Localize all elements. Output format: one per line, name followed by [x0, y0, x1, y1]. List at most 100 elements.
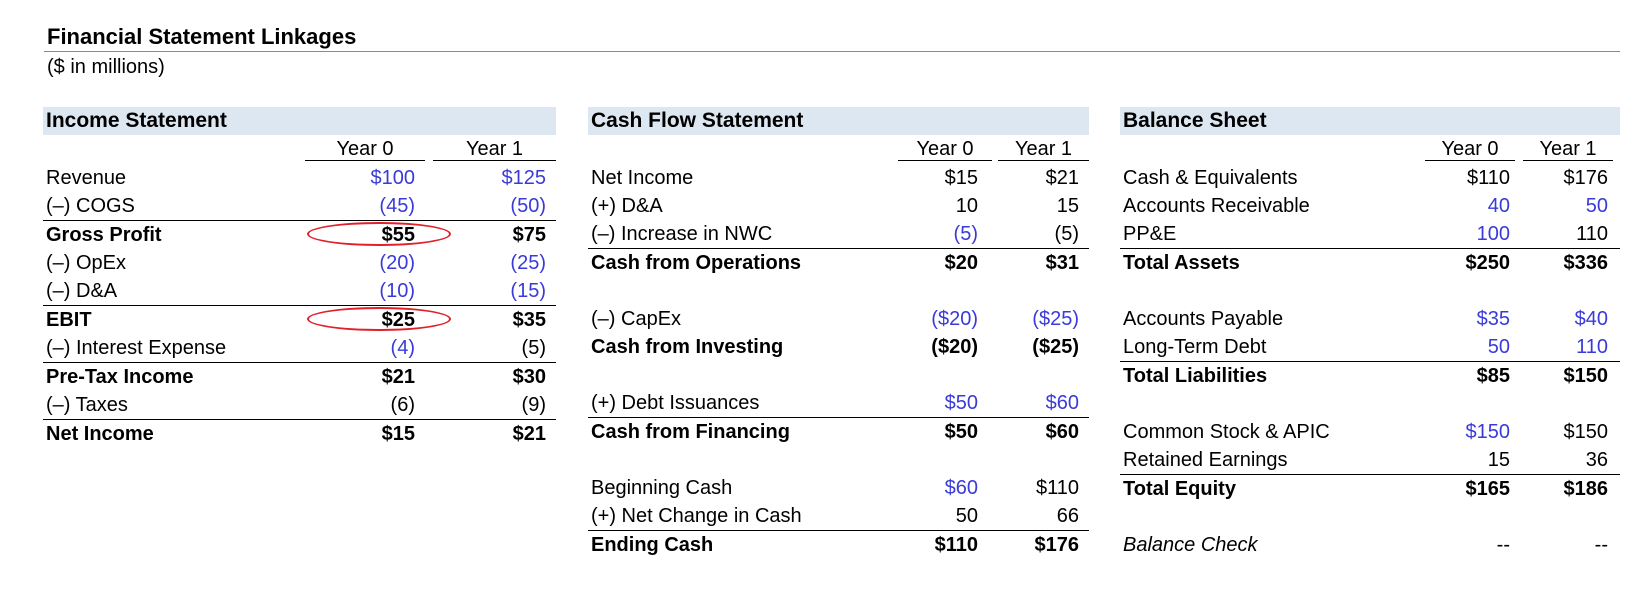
table-row: (–) D&A (10) (15)	[43, 277, 556, 305]
year1-value: $75	[512, 224, 546, 246]
year0-value: $85	[1476, 365, 1510, 387]
year0-value: (10)	[379, 280, 415, 302]
row-label: Retained Earnings	[1123, 449, 1288, 471]
balance-sheet-rows: Cash & Equivalents $110 $176 Accounts Recei…	[1120, 164, 1620, 559]
row-label: Total Equity	[1123, 478, 1236, 500]
row-label: Common Stock & APIC	[1123, 421, 1330, 443]
row-label: EBIT	[46, 309, 92, 331]
highlight-ellipse	[307, 222, 451, 246]
year0-value: 10	[955, 195, 978, 217]
table-row: Cash & Equivalents $110 $176	[1120, 164, 1620, 192]
year1-value: (15)	[510, 280, 546, 302]
row-label: Cash from Investing	[591, 336, 784, 358]
table-row: Total Assets $250 $336	[1120, 248, 1620, 277]
page-title: Financial Statement Linkages	[47, 24, 357, 49]
highlight-ellipse	[307, 307, 451, 331]
income-statement-rows: Revenue $100 $125 (–) COGS (45) (50) Gross Pro…	[43, 164, 556, 448]
year1-value: $176	[1563, 167, 1609, 189]
year0-value: (45)	[379, 195, 415, 217]
year0-value: 50	[955, 505, 978, 527]
balance-sheet-header: Balance Sheet	[1120, 107, 1620, 135]
year1-value: --	[1594, 534, 1608, 556]
income-statement-section: Income Statement Year 0 Year 1 Revenue $1…	[43, 107, 556, 448]
table-row: Balance Check -- --	[1120, 531, 1620, 559]
row-label: Revenue	[46, 167, 127, 189]
spacer-row	[588, 446, 1089, 474]
year1-value: $60	[1045, 421, 1079, 443]
table-row: Beginning Cash $60 $110	[588, 474, 1089, 502]
year0-value: $20	[944, 252, 978, 274]
row-label: Cash from Financing	[591, 421, 790, 443]
table-row: (–) CapEx ($20) ($25)	[588, 305, 1089, 333]
table-row: Pre-Tax Income $21 $30	[43, 362, 556, 391]
title-divider	[44, 51, 1620, 52]
year1-value: $30	[512, 366, 546, 388]
year1-value: 15	[1056, 195, 1079, 217]
table-row: Net Income $15 $21	[43, 419, 556, 448]
year1-value: $35	[512, 309, 546, 331]
income-statement-header: Income Statement	[43, 107, 556, 135]
year1-value: $60	[1045, 392, 1079, 414]
table-row: (–) OpEx (20) (25)	[43, 249, 556, 277]
row-label: Long-Term Debt	[1123, 336, 1267, 358]
year0-value: $250	[1465, 252, 1511, 274]
table-row: Accounts Receivable 40 50	[1120, 192, 1620, 220]
table-row: Cash from Investing ($20) ($25)	[588, 333, 1089, 361]
year1-value: $150	[1563, 421, 1609, 443]
year1-value: $31	[1045, 252, 1079, 274]
row-label: Accounts Receivable	[1123, 195, 1310, 217]
year1-value: $150	[1563, 365, 1609, 387]
cash-flow-statement-section: Cash Flow Statement Year 0 Year 1 Net In…	[588, 107, 1089, 559]
table-row: Revenue $100 $125	[43, 164, 556, 192]
year1-value: 110	[1576, 336, 1608, 358]
row-label: (–) CapEx	[591, 308, 682, 330]
row-label: (–) Increase in NWC	[591, 223, 773, 245]
table-row: Gross Profit $55 $75	[43, 220, 556, 249]
year0-value: $50	[944, 392, 978, 414]
row-label: Total Assets	[1123, 252, 1240, 274]
row-label: Pre-Tax Income	[46, 366, 194, 388]
table-row: Cash from Operations $20 $31	[588, 248, 1089, 277]
row-label: (–) Taxes	[46, 394, 128, 416]
table-row: (+) Debt Issuances $50 $60	[588, 389, 1089, 417]
row-label: Accounts Payable	[1123, 308, 1284, 330]
page-subtitle: ($ in millions)	[47, 56, 165, 78]
table-row: Total Equity $165 $186	[1120, 474, 1620, 503]
table-row: (+) Net Change in Cash 50 66	[588, 502, 1089, 530]
row-label: Balance Check	[1123, 534, 1258, 556]
row-label: Cash & Equivalents	[1123, 167, 1298, 189]
year0-value: 15	[1487, 449, 1510, 471]
year0-value: 100	[1476, 223, 1510, 245]
table-row: PP&E 100 110	[1120, 220, 1620, 248]
year1-value: $336	[1563, 252, 1609, 274]
year0-value: (4)	[390, 337, 415, 359]
year0-header: Year 0	[1425, 135, 1515, 161]
year0-value: $165	[1465, 478, 1511, 500]
spacer-row	[1120, 277, 1620, 305]
year0-value: $150	[1465, 421, 1511, 443]
year0-value: $21	[381, 366, 415, 388]
year0-value: $60	[944, 477, 978, 499]
year0-value: $15	[381, 423, 415, 445]
year0-value: $110	[934, 534, 978, 556]
cash-flow-statement-header: Cash Flow Statement	[588, 107, 1089, 135]
year0-value: (20)	[379, 252, 415, 274]
cash-flow-rows: Net Income $15 $21 (+) D&A 10 15 (–) Increase …	[588, 164, 1089, 559]
year0-value: ($20)	[931, 336, 978, 358]
row-label: PP&E	[1123, 223, 1177, 245]
year1-value: $176	[1034, 534, 1080, 556]
year1-value: 50	[1585, 195, 1608, 217]
year1-value: $21	[512, 423, 546, 445]
table-row: (–) Increase in NWC (5) (5)	[588, 220, 1089, 248]
year0-value: $15	[944, 167, 978, 189]
year1-value: (5)	[521, 337, 546, 359]
year1-value: $125	[501, 167, 547, 189]
year0-value: (5)	[953, 223, 978, 245]
year0-value: (6)	[390, 394, 415, 416]
year0-header: Year 0	[305, 135, 425, 161]
row-label: Total Liabilities	[1123, 365, 1268, 387]
table-row: Net Income $15 $21	[588, 164, 1089, 192]
balance-sheet-section: Balance Sheet Year 0 Year 1 Cash & Equiv…	[1120, 107, 1620, 559]
table-row: Cash from Financing $50 $60	[588, 417, 1089, 446]
spacer-row	[1120, 390, 1620, 418]
